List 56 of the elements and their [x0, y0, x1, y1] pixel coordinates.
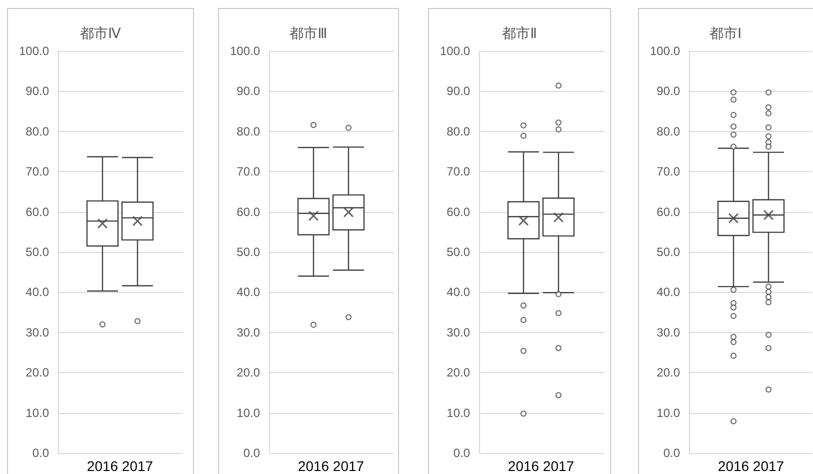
y-tick-label: 70.0	[236, 164, 260, 179]
y-tick-label: 40.0	[656, 285, 680, 300]
y-tick-label: 20.0	[26, 366, 50, 380]
chart-title: 都市Ⅰ	[709, 25, 742, 41]
y-tick-label: 50.0	[236, 245, 260, 259]
y-tick-label: 10.0	[26, 406, 50, 420]
y-tick-label: 10.0	[446, 406, 470, 420]
y-tick-label: 10.0	[656, 406, 680, 420]
y-tick-label: 50.0	[26, 245, 50, 259]
chart-title: 都市Ⅳ	[80, 25, 122, 41]
y-tick-label: 40.0	[26, 285, 50, 300]
x-tick-label: 2017	[752, 458, 784, 474]
y-tick-label: 70.0	[446, 164, 470, 179]
x-tick-label: 2016	[508, 458, 540, 474]
chart-title: 都市Ⅲ	[290, 25, 328, 41]
y-tick-label: 100.0	[18, 44, 50, 58]
y-tick-label: 50.0	[446, 245, 470, 259]
x-tick-label: 2016	[298, 458, 330, 474]
y-tick-label: 70.0	[26, 164, 50, 179]
y-tick-label: 100.0	[230, 44, 260, 58]
y-tick-label: 0.0	[243, 446, 260, 460]
y-tick-label: 20.0	[446, 366, 470, 380]
y-tick-label: 90.0	[26, 84, 50, 98]
y-tick-label: 80.0	[446, 124, 470, 138]
x-tick-label: 2017	[332, 458, 364, 474]
y-tick-label: 90.0	[446, 84, 470, 98]
y-tick-label: 40.0	[236, 285, 260, 300]
x-tick-label: 2017	[542, 458, 574, 474]
y-tick-label: 40.0	[446, 285, 470, 300]
y-tick-label: 50.0	[656, 245, 680, 259]
y-tick-label: 60.0	[446, 204, 470, 219]
y-tick-label: 20.0	[236, 366, 260, 380]
y-tick-label: 30.0	[236, 325, 260, 340]
y-tick-label: 80.0	[26, 124, 50, 138]
y-tick-label: 30.0	[446, 325, 470, 340]
y-tick-label: 80.0	[656, 124, 680, 138]
y-tick-label: 0.0	[453, 446, 470, 460]
x-tick-label: 2016	[86, 458, 118, 474]
y-tick-label: 70.0	[656, 164, 680, 179]
y-tick-label: 60.0	[26, 204, 50, 219]
y-tick-label: 80.0	[236, 124, 260, 138]
x-tick-label: 2016	[718, 458, 750, 474]
y-tick-label: 90.0	[656, 84, 680, 98]
x-tick-label: 2017	[122, 458, 154, 474]
y-tick-label: 60.0	[236, 204, 260, 219]
y-tick-label: 0.0	[32, 446, 50, 460]
chart-title: 都市Ⅱ	[502, 25, 537, 41]
y-tick-label: 10.0	[236, 406, 260, 420]
y-tick-label: 90.0	[236, 84, 260, 98]
y-tick-label: 100.0	[650, 44, 680, 58]
y-tick-label: 30.0	[656, 325, 680, 340]
y-tick-label: 30.0	[26, 325, 50, 340]
y-tick-label: 20.0	[656, 366, 680, 380]
y-tick-label: 0.0	[663, 446, 680, 460]
y-tick-label: 100.0	[440, 44, 470, 58]
y-tick-label: 60.0	[656, 204, 680, 219]
